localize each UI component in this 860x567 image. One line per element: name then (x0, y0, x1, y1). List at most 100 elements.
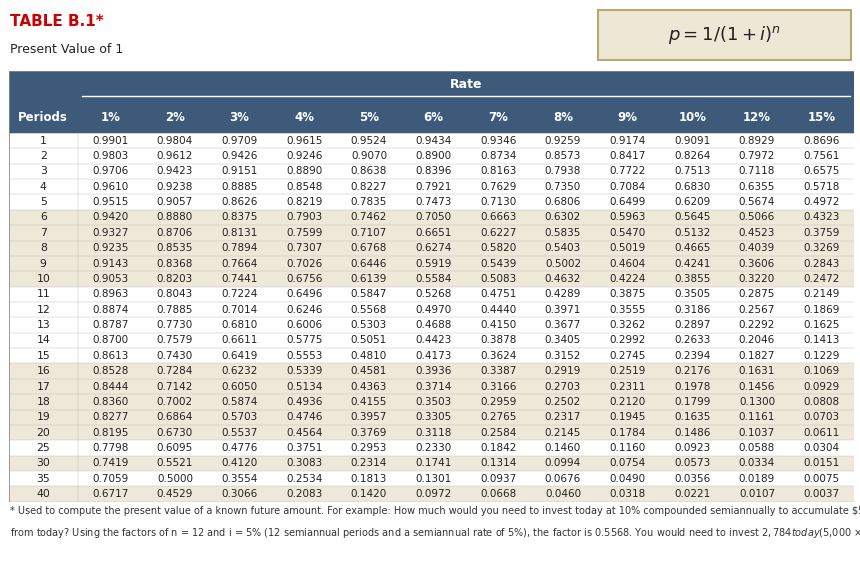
Text: 0.3554: 0.3554 (221, 474, 258, 484)
Text: Present Value of 1: Present Value of 1 (10, 43, 124, 56)
Text: 0.1460: 0.1460 (545, 443, 581, 453)
Text: 0.4604: 0.4604 (610, 259, 646, 269)
Text: 0.8417: 0.8417 (610, 151, 646, 161)
Text: 0.6717: 0.6717 (92, 489, 128, 499)
Text: 0.2314: 0.2314 (351, 458, 387, 468)
Text: 0.2176: 0.2176 (674, 366, 710, 376)
Text: 0.8368: 0.8368 (157, 259, 194, 269)
Text: 0.6246: 0.6246 (286, 304, 322, 315)
Text: 0.0573: 0.0573 (674, 458, 710, 468)
Text: 0.6864: 0.6864 (157, 412, 194, 422)
Text: 0.5521: 0.5521 (157, 458, 194, 468)
Text: 0.1160: 0.1160 (610, 443, 646, 453)
Text: 0.0994: 0.0994 (545, 458, 581, 468)
Text: 0.3714: 0.3714 (415, 382, 452, 392)
Text: 0.2992: 0.2992 (610, 336, 646, 345)
Text: 0.0318: 0.0318 (610, 489, 646, 499)
Text: 0.9091: 0.9091 (674, 136, 710, 146)
Text: 0.1486: 0.1486 (674, 428, 710, 438)
Text: 0.8573: 0.8573 (544, 151, 581, 161)
Text: 40: 40 (36, 489, 50, 499)
Text: 0.8360: 0.8360 (92, 397, 128, 407)
Text: 0.9151: 0.9151 (221, 166, 258, 176)
Text: 0.3505: 0.3505 (674, 289, 710, 299)
Text: 0.8535: 0.8535 (157, 243, 194, 253)
Text: 0.6302: 0.6302 (545, 213, 581, 222)
Text: 0.6496: 0.6496 (286, 289, 322, 299)
Text: 0.0923: 0.0923 (674, 443, 710, 453)
Text: 0.4751: 0.4751 (480, 289, 517, 299)
Text: 0.4039: 0.4039 (739, 243, 775, 253)
Text: 0.2120: 0.2120 (610, 397, 646, 407)
Text: 0.4529: 0.4529 (157, 489, 194, 499)
Text: 0.9246: 0.9246 (286, 151, 322, 161)
Text: 0.8963: 0.8963 (92, 289, 128, 299)
Bar (9, 194, 854, 210)
Text: 0.6355: 0.6355 (739, 181, 775, 192)
Text: 0.6756: 0.6756 (286, 274, 322, 284)
Text: 0.1314: 0.1314 (480, 458, 517, 468)
Bar (9, 179, 854, 194)
Text: 0.6499: 0.6499 (610, 197, 646, 207)
Text: 0.7579: 0.7579 (157, 336, 194, 345)
Text: 0.7441: 0.7441 (221, 274, 258, 284)
Text: 1%: 1% (101, 111, 120, 124)
Text: 0.1037: 0.1037 (739, 428, 775, 438)
Text: 0.3855: 0.3855 (674, 274, 710, 284)
Text: 0.2311: 0.2311 (610, 382, 646, 392)
Text: 0.0929: 0.0929 (803, 382, 839, 392)
Text: 0.0754: 0.0754 (610, 458, 646, 468)
Text: 0.0808: 0.0808 (803, 397, 839, 407)
Text: 0.8264: 0.8264 (674, 151, 710, 161)
Text: 0.5874: 0.5874 (221, 397, 258, 407)
Text: Periods: Periods (18, 111, 68, 124)
Text: 0.4970: 0.4970 (415, 304, 452, 315)
Text: 0.0588: 0.0588 (739, 443, 775, 453)
Text: 0.4440: 0.4440 (480, 304, 516, 315)
Text: 0.1456: 0.1456 (739, 382, 775, 392)
Text: 0.7938: 0.7938 (544, 166, 581, 176)
Text: 0.7130: 0.7130 (480, 197, 516, 207)
Text: 0.3971: 0.3971 (544, 304, 581, 315)
Text: 0.4523: 0.4523 (739, 228, 775, 238)
Text: 0.4150: 0.4150 (480, 320, 516, 330)
Text: 0.9143: 0.9143 (92, 259, 128, 269)
Text: 0.3166: 0.3166 (480, 382, 517, 392)
Text: 0.1945: 0.1945 (610, 412, 646, 422)
Text: 13: 13 (36, 320, 50, 330)
Text: 0.3387: 0.3387 (480, 366, 517, 376)
Text: 5%: 5% (359, 111, 379, 124)
Text: 0.8396: 0.8396 (415, 166, 452, 176)
Bar (9, 409, 854, 425)
Text: 0.6830: 0.6830 (674, 181, 710, 192)
Text: 0.3118: 0.3118 (415, 428, 452, 438)
Text: 0.0334: 0.0334 (739, 458, 775, 468)
Text: 0.9259: 0.9259 (544, 136, 581, 146)
Bar (9, 302, 854, 318)
Text: 0.9515: 0.9515 (92, 197, 128, 207)
Text: 0.2584: 0.2584 (480, 428, 517, 438)
Text: 0.5134: 0.5134 (286, 382, 322, 392)
Text: 0.5268: 0.5268 (415, 289, 452, 299)
Text: 6: 6 (40, 213, 46, 222)
Text: 0.9709: 0.9709 (222, 136, 258, 146)
Text: 0.9803: 0.9803 (92, 151, 128, 161)
Text: 0.6651: 0.6651 (415, 228, 452, 238)
Text: 0.1635: 0.1635 (674, 412, 710, 422)
Text: 0.8885: 0.8885 (221, 181, 258, 192)
Text: 0.6663: 0.6663 (480, 213, 517, 222)
Text: 0.9420: 0.9420 (92, 213, 128, 222)
Text: 0.0460: 0.0460 (545, 489, 581, 499)
Text: 0.4173: 0.4173 (415, 351, 452, 361)
Text: 0.5835: 0.5835 (544, 228, 581, 238)
Text: 0.7730: 0.7730 (157, 320, 193, 330)
Text: 0.7118: 0.7118 (739, 166, 775, 176)
Text: 0.6768: 0.6768 (351, 243, 387, 253)
Text: 10: 10 (36, 274, 50, 284)
Text: 0.7307: 0.7307 (286, 243, 322, 253)
Text: 0.8163: 0.8163 (480, 166, 517, 176)
Bar (9, 256, 854, 271)
Text: 0.0221: 0.0221 (674, 489, 710, 499)
Text: 0.3262: 0.3262 (610, 320, 646, 330)
Text: 0.7664: 0.7664 (221, 259, 258, 269)
